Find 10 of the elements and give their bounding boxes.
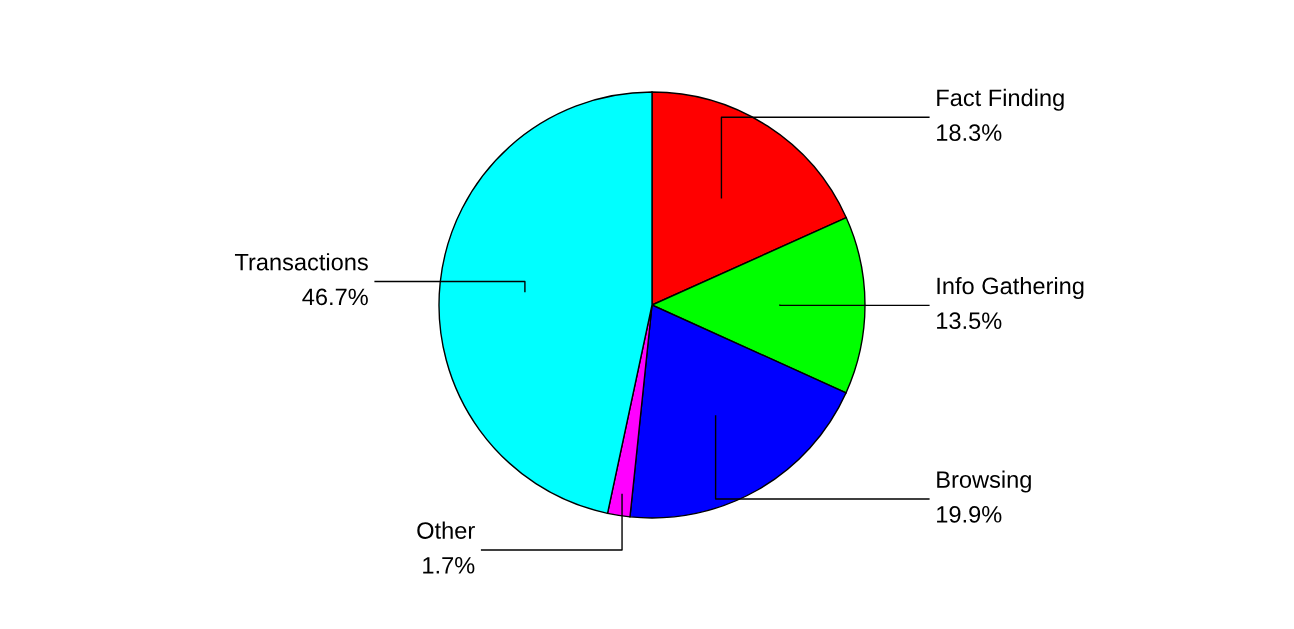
data-label: 46.7% xyxy=(302,288,368,306)
slice-label: Other xyxy=(417,521,475,539)
slice-label: Browsing xyxy=(937,470,1031,493)
data-label: 13.5% xyxy=(937,312,1002,330)
slice-label: Transactions xyxy=(234,253,368,271)
data-label: 19.9% xyxy=(937,505,1002,523)
slice-label: Fact Finding xyxy=(937,88,1064,111)
slice-label: Info Gathering xyxy=(937,276,1084,299)
data-label: 1.7% xyxy=(423,557,475,574)
data-label: 18.3% xyxy=(937,124,1002,141)
